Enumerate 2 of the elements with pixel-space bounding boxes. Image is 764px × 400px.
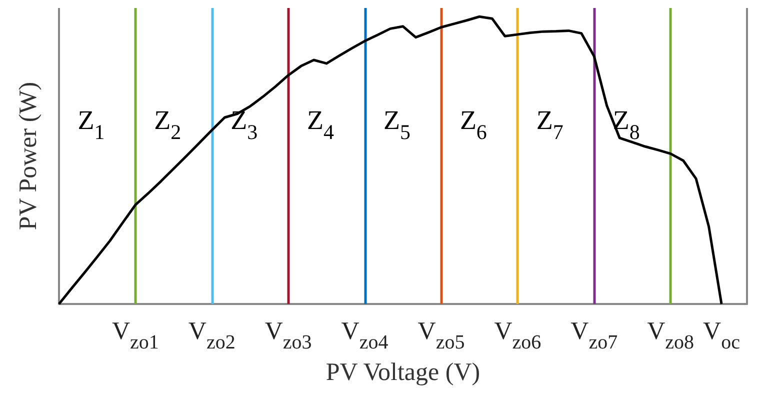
x-axis-title: PV Voltage (V) — [326, 359, 480, 386]
y-axis-title: PV Power (W) — [15, 82, 42, 230]
